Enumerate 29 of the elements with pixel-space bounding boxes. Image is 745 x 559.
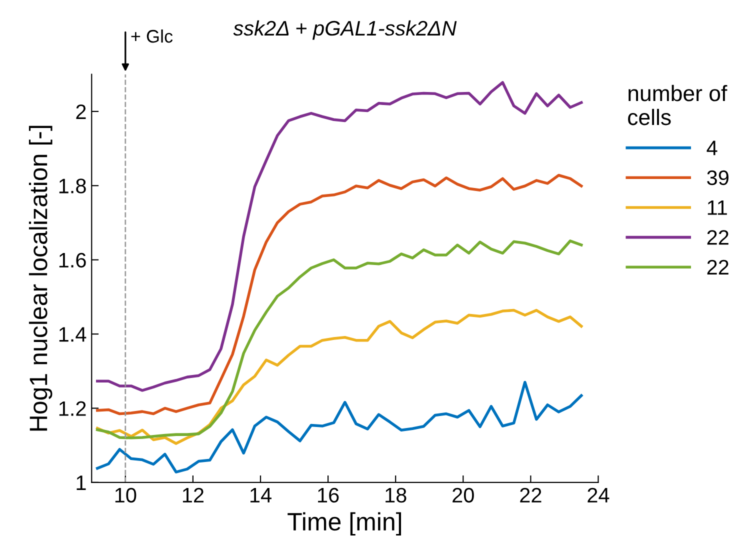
ref-line-label: + Glc: [131, 29, 173, 43]
x-axis-title: Time [min]: [288, 512, 402, 536]
x-tick-label: 22: [520, 488, 542, 502]
line-series: [96, 240, 583, 440]
legend-title: number of cells: [628, 84, 728, 126]
legend-label: 22: [707, 230, 728, 245]
x-tick-label: 10: [115, 488, 136, 503]
y-tick-label: 1.4: [59, 327, 86, 342]
line-series: [96, 308, 583, 445]
x-tick-label: 16: [318, 488, 339, 503]
x-tick-label: 18: [386, 488, 406, 503]
line-series: [96, 174, 583, 416]
line-series: [96, 380, 583, 474]
y-tick-label: 1.6: [59, 252, 86, 268]
x-tick-label: 12: [182, 488, 204, 502]
x-tick-label: 24: [588, 488, 610, 502]
x-tick-label: 20: [452, 488, 474, 503]
chart-title: ssk2Δ + pGAL1-ssk2ΔN: [233, 20, 457, 40]
legend-label: 11: [708, 200, 727, 215]
legend-label: 4: [706, 140, 718, 156]
y-tick-label: 2: [76, 104, 86, 119]
x-tick-label: 14: [250, 488, 272, 502]
y-tick-label: 1.2: [59, 401, 86, 416]
legend-label: 39: [707, 170, 728, 186]
y-tick-label: 1.8: [59, 178, 86, 194]
y-axis-title: Hog1 nuclear localization [-]: [28, 126, 52, 431]
legend-label: 22: [707, 260, 728, 274]
line-series: [96, 81, 583, 392]
y-tick-label: 1: [76, 476, 86, 490]
